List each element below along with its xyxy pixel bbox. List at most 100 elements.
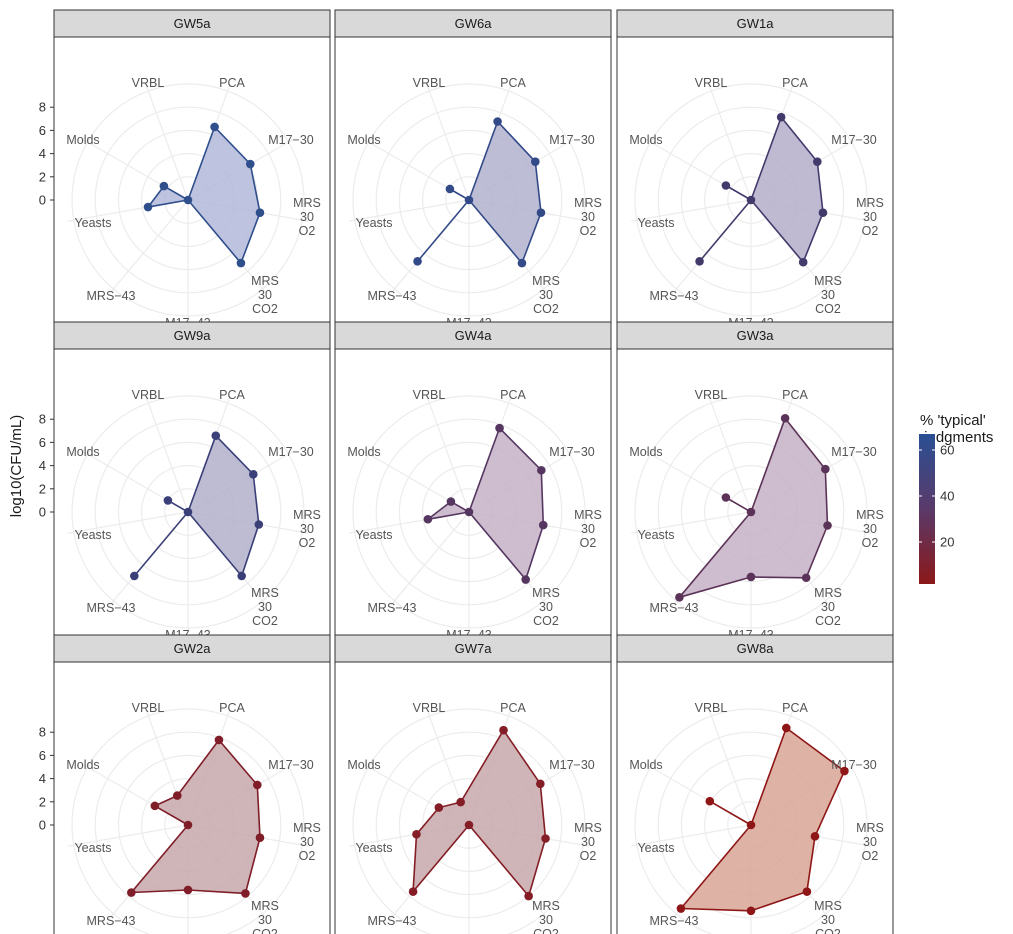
axis-label-pca: PCA (500, 388, 526, 402)
data-point (705, 796, 715, 806)
data-point (821, 464, 830, 474)
axis-label-vrbl: VRBL (132, 76, 165, 90)
axis-label-yeasts: Yeasts (637, 216, 674, 230)
axis-label-mrs43: MRS−43 (368, 289, 417, 303)
axis-label-pca: PCA (500, 701, 526, 715)
grid-circle (71, 708, 305, 934)
data-point (517, 258, 527, 268)
facet-title: GW9a (174, 328, 212, 343)
axis-label-m1730: M17−30 (831, 758, 877, 772)
facet-title: GW6a (455, 16, 493, 31)
series-polygon (678, 417, 829, 599)
facet-strip (334, 634, 612, 663)
axis-label-m1743: M17−43 (165, 628, 211, 642)
y-axis-label: log10(CFU/mL) (8, 415, 25, 518)
data-point (210, 122, 219, 132)
facet-title: GW8a (737, 641, 775, 656)
facet-title: GW5a (174, 16, 212, 31)
axis-label-m1743: M17−43 (728, 628, 774, 642)
series-polygon (698, 116, 824, 264)
facet-strip (616, 634, 894, 663)
legend-title: % 'typical' judgments (920, 412, 993, 446)
series-polygon (133, 434, 260, 577)
y-tick-label: 4 (39, 458, 46, 473)
axis-label-yeasts: Yeasts (355, 841, 392, 855)
axis-label-m1730: M17−30 (549, 445, 595, 459)
grid-spoke (109, 199, 189, 294)
axis-label-yeasts: Yeasts (74, 841, 111, 855)
axis-label-mrs30co2: MRS 30 CO2 (251, 274, 279, 316)
y-tick-label: 8 (39, 100, 46, 115)
grid-spoke (145, 397, 189, 513)
grid-spoke (708, 710, 752, 826)
legend-tick-label: 40 (940, 489, 954, 504)
y-tick-label: 6 (39, 748, 46, 763)
facet-title: GW1a (737, 16, 775, 31)
axis-label-molds: Molds (66, 445, 99, 459)
axis-label-mrs43: MRS−43 (87, 289, 136, 303)
data-point (456, 797, 465, 807)
axis-label-pca: PCA (782, 701, 808, 715)
data-point (255, 833, 265, 842)
origin-point (183, 507, 193, 517)
axis-label-molds: Molds (629, 758, 662, 772)
data-point (214, 735, 224, 745)
data-point (211, 431, 221, 440)
axis-label-pca: PCA (782, 388, 808, 402)
axis-label-molds: Molds (347, 758, 380, 772)
grid-spoke (708, 85, 752, 201)
axis-label-molds: Molds (66, 758, 99, 772)
data-point (241, 889, 250, 898)
y-tick-label: 2 (39, 794, 46, 809)
data-point (253, 780, 262, 790)
axis-label-yeasts: Yeasts (355, 216, 392, 230)
axis-label-vrbl: VRBL (132, 701, 165, 715)
data-point (434, 803, 444, 812)
axis-label-yeasts: Yeasts (74, 216, 111, 230)
data-point (446, 497, 456, 506)
y-tick-label: 4 (39, 771, 46, 786)
panel-area (334, 348, 612, 636)
axis-label-m1743: M17−43 (446, 628, 492, 642)
data-point (537, 465, 546, 475)
axis-label-vrbl: VRBL (413, 701, 446, 715)
axis-label-mrs43: MRS−43 (87, 914, 136, 928)
axis-label-pca: PCA (219, 388, 245, 402)
data-point (802, 887, 812, 896)
data-point (445, 184, 455, 194)
grid-spoke (630, 199, 752, 222)
data-point (524, 891, 533, 901)
data-point (776, 112, 786, 122)
y-tick-label: 0 (39, 818, 46, 833)
axis-label-vrbl: VRBL (413, 76, 446, 90)
axis-label-vrbl: VRBL (695, 76, 728, 90)
axis-label-mrs30co2: MRS 30 CO2 (532, 586, 560, 628)
data-point (408, 887, 418, 896)
axis-label-mrs30o2: MRS 30 O2 (574, 821, 602, 863)
data-point (254, 520, 264, 529)
data-point (413, 257, 422, 266)
data-point (541, 834, 550, 843)
facet-strip (334, 321, 612, 350)
axis-label-mrs30co2: MRS 30 CO2 (532, 274, 560, 316)
axis-label-mrs30o2: MRS 30 O2 (293, 821, 321, 863)
data-point (183, 885, 193, 895)
axis-label-pca: PCA (219, 701, 245, 715)
panel-gw7a: GW7aPCAM17−30MRS30O2MRS30CO2M17−43MRS−43… (334, 634, 612, 934)
axis-label-vrbl: VRBL (695, 388, 728, 402)
data-point (721, 181, 731, 190)
data-point (493, 117, 502, 126)
series-polygon (416, 120, 542, 264)
origin-point (746, 820, 756, 830)
y-tick-label: 6 (39, 123, 46, 138)
facet-strip (53, 321, 331, 350)
origin-point (464, 195, 474, 205)
panel-gw8a: GW8aPCAM17−30MRS30O2MRS30CO2M17−43MRS−43… (616, 634, 894, 934)
grid-spoke (426, 397, 470, 513)
axis-label-mrs43: MRS−43 (368, 914, 417, 928)
series-polygon (412, 729, 547, 897)
